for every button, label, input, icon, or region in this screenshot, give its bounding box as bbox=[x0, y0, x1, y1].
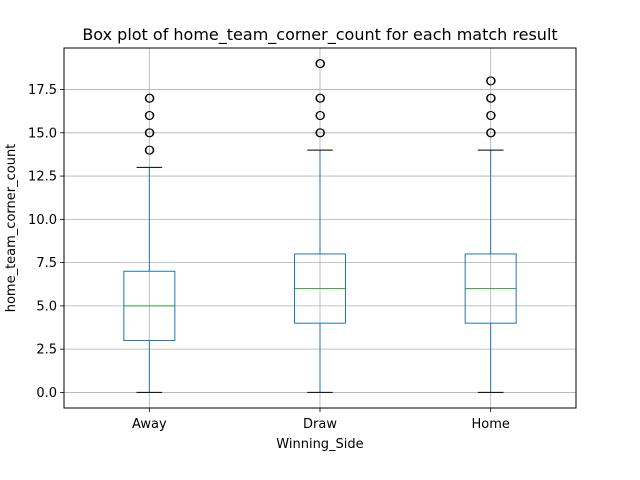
y-tick-label: 10.0 bbox=[28, 213, 57, 228]
box-away bbox=[123, 93, 176, 393]
outlier-point bbox=[316, 111, 326, 120]
x-tick-label: Away bbox=[132, 417, 167, 432]
y-tick-label: 5.0 bbox=[36, 299, 57, 314]
y-tick-label: 7.5 bbox=[36, 256, 57, 271]
outlier-point bbox=[487, 76, 496, 86]
y-tick-label: 17.5 bbox=[28, 83, 57, 98]
box-draw bbox=[294, 59, 346, 393]
x-tick-label: Draw bbox=[303, 417, 337, 432]
outlier-point bbox=[145, 93, 155, 103]
outlier-point bbox=[487, 128, 496, 138]
outlier-point bbox=[316, 59, 326, 68]
outlier-point bbox=[487, 93, 496, 103]
outlier-point bbox=[316, 93, 326, 103]
boxes bbox=[123, 59, 517, 393]
y-tick-label: 2.5 bbox=[36, 343, 57, 358]
x-axis-label: Winning_Side bbox=[276, 437, 363, 452]
outlier-point bbox=[487, 111, 496, 120]
chart-title: Box plot of home_team_corner_count for e… bbox=[82, 25, 557, 45]
y-tick-label: 12.5 bbox=[28, 170, 57, 185]
y-axis-label: home_team_corner_count bbox=[4, 144, 19, 313]
y-tick-label: 0.0 bbox=[36, 386, 57, 401]
outlier-point bbox=[316, 128, 326, 138]
outlier-point bbox=[145, 111, 155, 120]
box-home bbox=[464, 76, 517, 393]
x-tick-label: Home bbox=[471, 417, 509, 432]
y-tick-label: 15.0 bbox=[28, 126, 57, 141]
outlier-point bbox=[145, 145, 155, 155]
axis-ticks: 0.0 2.5 5.0 7.5 10.0 12.5 15.0 17.5 Away Draw Home bbox=[28, 83, 510, 432]
outlier-point bbox=[145, 128, 155, 138]
